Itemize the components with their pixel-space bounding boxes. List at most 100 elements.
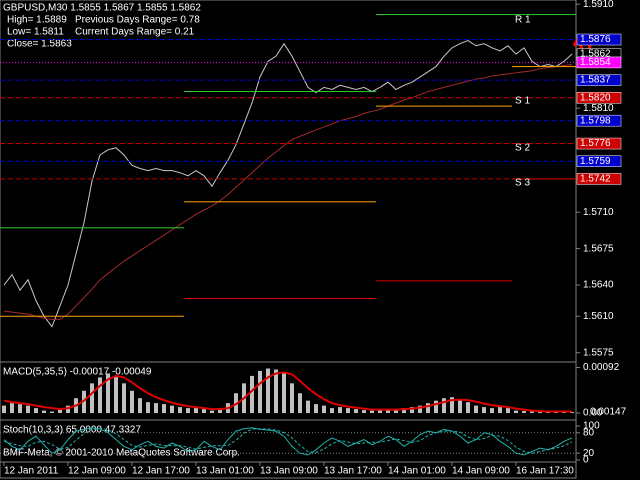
level-label: 1.5854 [580,57,611,68]
histogram-bar [450,397,454,414]
histogram-bar [210,410,214,414]
x-tick-label: 13 Jan 01:00 [196,466,254,477]
histogram-bar [98,377,102,414]
level-label: 1.5776 [580,138,611,149]
histogram-bar [82,390,86,414]
histogram-bar [338,407,342,414]
prev-range: Previous Days Range= 0.78 [75,15,200,26]
histogram-bar [426,403,430,414]
histogram-bar [410,407,414,414]
y-tick-label: 1.5640 [583,280,614,291]
cur-range: Current Days Range= 0.21 [75,27,195,38]
histogram-bar [26,405,30,414]
histogram-bar [538,412,542,414]
pivot-label: R 1 [515,14,531,25]
histogram-bar [66,405,70,414]
x-tick-label: 12 Jan 2011 [4,466,59,477]
histogram-bar [186,408,190,414]
x-tick-label: 13 Jan 09:00 [260,466,318,477]
histogram-bar [298,393,302,414]
y-tick-label: 1.5810 [583,103,614,114]
level-box [576,74,622,86]
histogram-bar [154,403,158,414]
y-tick-label: 1.5710 [583,207,614,218]
x-tick-label: 16 Jan 17:30 [516,466,574,477]
x-tick-label: 12 Jan 09:00 [68,466,126,477]
histogram-bar [42,410,46,414]
series-line [3,40,573,328]
histogram-bar [266,368,270,414]
histogram-bar [394,410,398,414]
histogram-bar [514,410,518,414]
level-box [576,137,622,150]
histogram-bar [354,409,358,414]
y-tick-label: 0.00147 [590,407,627,418]
histogram-bar [218,408,222,414]
y-tick-label: 0 [583,455,589,466]
histogram-bar [466,402,470,414]
histogram-bar [362,410,366,414]
x-tick-label: 12 Jan 17:00 [132,466,190,477]
symbol-line: GBPUSD,M30 1.5855 1.5867 1.5855 1.5862 [3,3,201,14]
histogram-bar [146,402,150,414]
stoch-title: Stoch(10,3,3) 65.0000 47.3327 [3,425,141,436]
x-tick-label: 14 Jan 09:00 [452,466,510,477]
y-tick-label: 1.5910 [583,0,614,10]
level-label: 1.5876 [580,34,611,45]
arrow-icon [572,35,602,103]
level-box [576,114,622,127]
y-tick-label: 100 [583,421,600,432]
histogram-bar [482,407,486,414]
high: High= 1.5889 [7,15,67,26]
histogram-bar [402,408,406,414]
histogram-bar [330,408,334,414]
histogram-bar [370,410,374,414]
x-tick-label: 14 Jan 01:00 [388,466,446,477]
level-box [576,56,622,69]
histogram-bar [346,408,350,414]
pivot-label: S 1 [515,96,530,107]
pivot-label: S 3 [515,178,530,189]
histogram-bar [490,408,494,414]
histogram-bar [434,400,438,414]
histogram-bar [386,409,390,414]
histogram-bar [130,390,134,414]
y-tick-label: 1.5610 [583,311,614,322]
level-box [576,173,622,185]
histogram-bar [34,408,38,414]
histogram-bar [506,408,510,414]
histogram-bar [282,373,286,414]
histogram-bar [194,408,198,414]
histogram-bar [50,411,54,414]
histogram-bar [522,411,526,414]
close: Close= 1.5863 [7,39,72,50]
histogram-bar [2,405,6,414]
series-line [3,371,572,413]
pivot-label: S 2 [515,142,530,153]
histogram-bar [290,383,294,414]
histogram-bar [122,383,126,414]
histogram-bar [58,409,62,414]
histogram-bar [442,398,446,414]
level-label: 1.5742 [580,174,611,185]
histogram-bar [162,404,166,414]
histogram-bar [530,411,534,414]
histogram-bar [474,405,478,414]
histogram-bar [498,407,502,414]
histogram-bar [314,404,318,414]
y-tick-label: 1.5675 [583,243,614,254]
series-line [3,63,573,320]
y-tick-label: 20 [583,448,595,459]
histogram-bar [322,405,326,414]
y-tick-label: 80 [583,427,595,438]
low: Low= 1.5811 [7,27,64,38]
series-line [3,427,573,454]
histogram-bar [458,399,462,414]
y-tick-label: 0.00 [583,408,603,419]
level-box [576,33,622,46]
histogram-bar [178,407,182,414]
macd-title: MACD(5,35,5) -0.00017 -0.00049 [3,367,152,378]
y-tick-label: 0.00092 [583,362,620,373]
histogram-bar [202,409,206,414]
